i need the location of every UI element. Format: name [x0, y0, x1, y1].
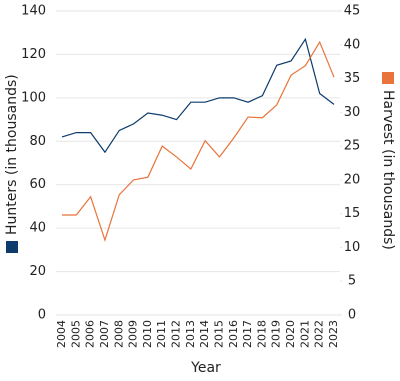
y-tick-label: 100 [21, 90, 46, 105]
x-axis-title: Year [190, 360, 221, 376]
x-tick-label: 2006 [84, 320, 97, 348]
y2-tick-label: 5 [348, 274, 356, 289]
y2-tick-label: 35 [344, 71, 361, 86]
y-tick-label: 0 [38, 308, 46, 323]
x-tick-label: 2016 [227, 320, 240, 348]
x-tick-label: 2013 [184, 320, 197, 348]
y-axis-title-group: Hunters (in thousands) [4, 74, 20, 253]
y2-tick-label: 40 [344, 37, 361, 52]
x-tick-label: 2018 [255, 320, 268, 348]
x-tick-label: 2019 [270, 320, 283, 348]
y2-tick-label: 25 [344, 139, 361, 154]
x-tick-label: 2010 [141, 320, 154, 348]
x-tick-label: 2017 [241, 320, 254, 348]
x-tick-label: 2007 [98, 320, 111, 348]
y-tick-label: 120 [21, 47, 46, 62]
x-tick-label: 2014 [198, 320, 211, 348]
y2-tick-label: 45 [344, 4, 361, 19]
y-tick-label: 80 [29, 134, 46, 149]
x-tick-label: 2011 [155, 320, 168, 348]
y-tick-label: 140 [21, 4, 46, 19]
x-tick-label: 2020 [284, 320, 297, 348]
x-tick-label: 2005 [69, 320, 82, 348]
y2-axis-title: Harvest (in thousands) [380, 90, 396, 250]
y-tick-label: 60 [29, 177, 46, 192]
y2-tick-label: 30 [344, 105, 361, 120]
y-tick-label: 40 [29, 221, 46, 236]
x-tick-label: 2008 [112, 320, 125, 348]
x-tick-label: 2012 [170, 320, 183, 348]
y-axis-title: Hunters (in thousands) [4, 74, 20, 235]
y-tick-label: 20 [29, 264, 46, 279]
data-line [61, 37, 335, 154]
y2-axis-title-group: Harvest (in thousands) [380, 72, 396, 250]
y2-tick-label: 10 [344, 240, 361, 255]
x-tick-label: 2009 [127, 320, 140, 348]
x-tick-label: 2022 [313, 320, 326, 348]
y2-tick-label: 20 [344, 172, 361, 187]
legend-swatch [6, 241, 18, 253]
y2-tick-label: 15 [344, 206, 361, 221]
x-tick-label: 2021 [298, 320, 311, 348]
legend-swatch [382, 72, 394, 84]
data-line [62, 40, 335, 242]
x-tick-label: 2023 [327, 320, 340, 348]
x-tick-label: 2004 [55, 320, 68, 348]
y2-tick-label: 0 [348, 308, 356, 323]
x-tick-label: 2015 [212, 320, 225, 348]
